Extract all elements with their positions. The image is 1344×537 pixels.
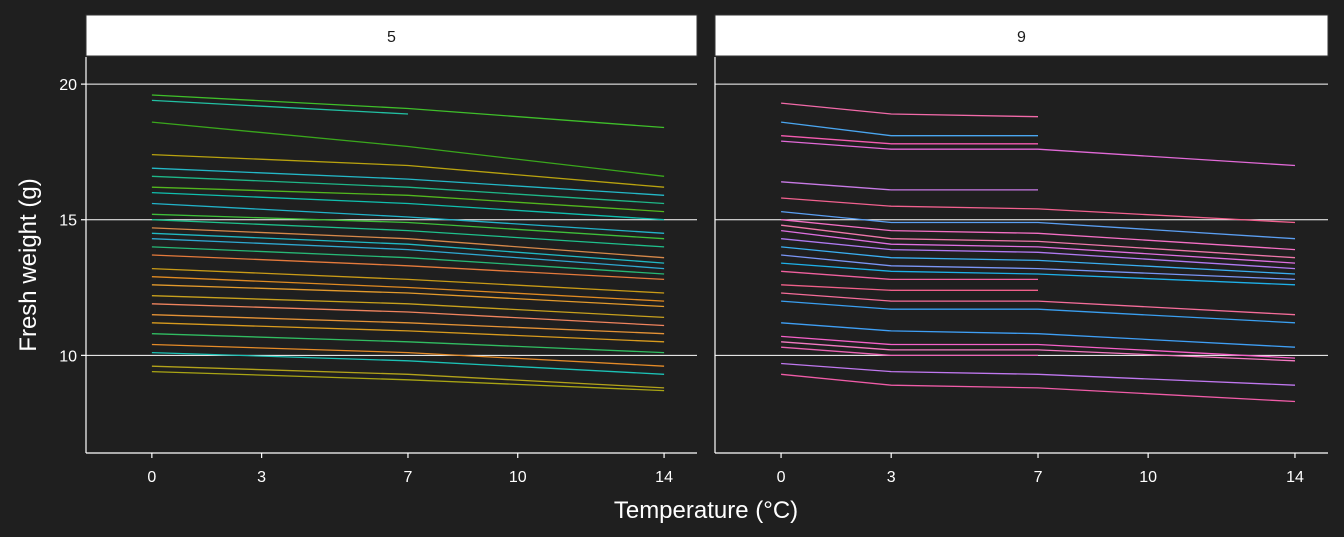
series-line — [781, 262, 1296, 286]
series-line — [151, 333, 665, 354]
series-line — [781, 362, 1296, 386]
series-line — [151, 246, 665, 275]
series-line — [151, 284, 665, 308]
series-line — [151, 365, 665, 389]
facet-strip — [85, 14, 698, 57]
y-tick-label: 20 — [59, 77, 77, 94]
series-line — [151, 227, 665, 259]
series-line — [151, 94, 665, 129]
series-line — [781, 181, 1038, 191]
series-line — [781, 135, 1038, 145]
series-line — [781, 229, 1296, 264]
series-line — [781, 197, 1296, 224]
series-line — [151, 99, 409, 115]
series-line — [781, 335, 1296, 359]
y-axis-title: Fresh weight (g) — [15, 178, 42, 351]
x-tick-label: 14 — [1286, 469, 1304, 486]
panel-5: 5 0 3 7 10 14 10 15 20 — [59, 14, 698, 486]
x-tick-label: 3 — [257, 469, 266, 486]
series-line — [151, 186, 665, 213]
series-line — [781, 346, 1038, 357]
series-line — [781, 341, 1296, 362]
series-line — [781, 246, 1296, 275]
x-tick-label: 0 — [147, 469, 156, 486]
series-line — [781, 270, 1038, 281]
series-line — [151, 254, 665, 281]
series-line — [151, 343, 665, 367]
series-line — [151, 238, 665, 270]
series-line — [151, 167, 665, 196]
x-tick-label: 10 — [1139, 469, 1157, 486]
x-tick-label: 10 — [509, 469, 527, 486]
series-line — [151, 191, 665, 221]
x-tick-label: 14 — [655, 469, 673, 486]
series-line — [781, 373, 1296, 403]
series-line — [151, 219, 665, 248]
series-line — [781, 300, 1296, 324]
series-line — [151, 175, 665, 205]
series-line — [151, 295, 665, 319]
series-line — [781, 284, 1038, 291]
series-line — [151, 202, 665, 234]
series-line — [151, 232, 665, 264]
series-line — [151, 121, 665, 177]
panel-background — [86, 57, 697, 453]
x-tick-label: 0 — [777, 469, 786, 486]
series-line — [151, 322, 665, 343]
y-tick-label: 15 — [59, 213, 77, 230]
series-line — [151, 370, 665, 392]
series-line — [781, 102, 1039, 118]
series-line — [781, 219, 1296, 251]
series-line — [781, 322, 1296, 348]
series-line — [781, 210, 1296, 240]
series-line — [151, 153, 665, 188]
series-line — [151, 213, 665, 240]
series-line — [151, 303, 665, 327]
series-line — [151, 314, 665, 335]
series-line — [781, 292, 1296, 316]
facet-label: 5 — [387, 29, 396, 46]
series-line — [781, 238, 1296, 270]
x-tick-label: 7 — [1034, 469, 1043, 486]
x-tick-label: 7 — [404, 469, 413, 486]
facet-label: 9 — [1017, 29, 1026, 46]
series-line — [151, 351, 665, 375]
panel-9: 9 0 3 7 10 14 — [714, 14, 1329, 486]
series-line — [781, 254, 1296, 281]
facet-strip — [714, 14, 1329, 57]
x-tick-label: 3 — [887, 469, 896, 486]
series-line — [781, 121, 1038, 137]
series-line — [151, 267, 665, 294]
series-line — [781, 140, 1296, 167]
series-line — [781, 224, 1296, 259]
series-line — [151, 276, 665, 302]
y-tick-label: 10 — [59, 348, 77, 365]
x-axis-title: Temperature (°C) — [614, 497, 798, 524]
